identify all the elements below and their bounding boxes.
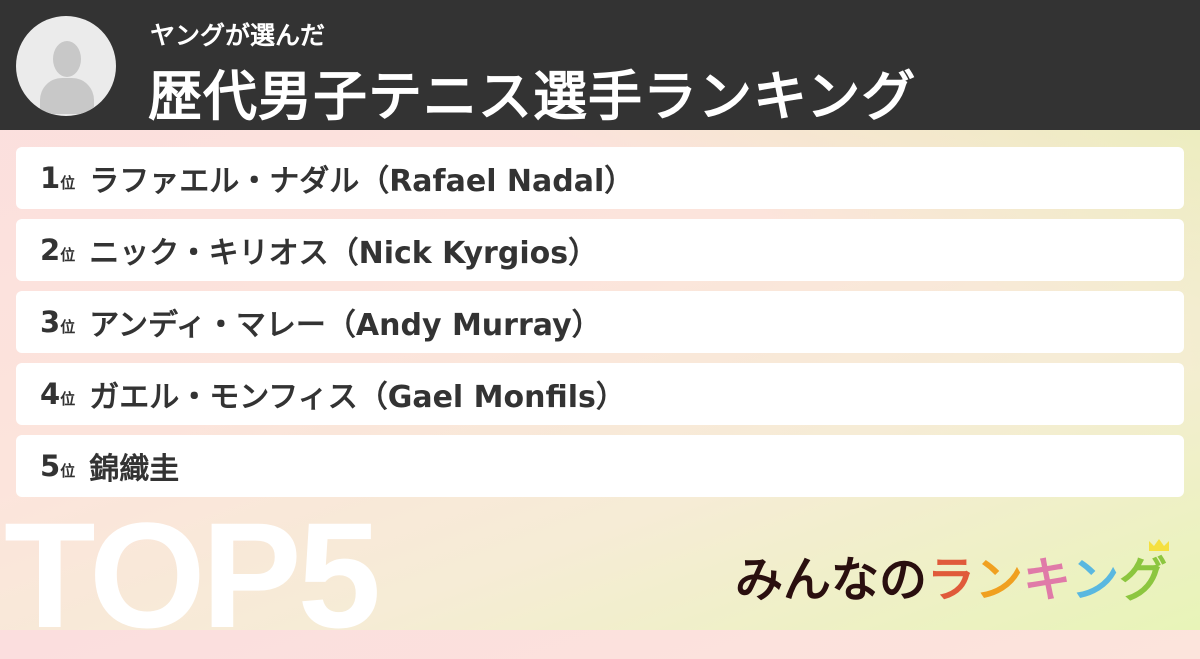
rank-number: 1位 bbox=[40, 161, 76, 195]
subtitle: ヤングが選んだ bbox=[150, 21, 326, 50]
logo-char: ラ bbox=[927, 552, 976, 608]
rank-number: 5位 bbox=[40, 449, 76, 483]
rank-number: 2位 bbox=[40, 233, 76, 267]
player-name: 錦織圭 bbox=[89, 452, 180, 487]
ranking-row[interactable]: 1位 ラファエル・ナダル（Rafael Nadal） bbox=[16, 147, 1184, 209]
ranking-row[interactable]: 5位 錦織圭 bbox=[16, 435, 1184, 497]
top5-badge: TOP5 bbox=[4, 491, 381, 659]
ranking-row[interactable]: 4位 ガエル・モンフィス（Gael Monfils） bbox=[16, 363, 1184, 425]
user-avatar-icon[interactable] bbox=[16, 16, 116, 116]
player-name: ラファエル・ナダル（Rafael Nadal） bbox=[89, 164, 635, 199]
header: ヤングが選んだ 歴代男子テニス選手ランキング bbox=[0, 0, 1200, 130]
site-logo[interactable]: みんなの ラ ン キ ン グ bbox=[735, 540, 1167, 610]
crown-icon bbox=[1149, 539, 1169, 551]
rank-number: 4位 bbox=[40, 377, 76, 411]
logo-char: グ bbox=[1119, 552, 1168, 608]
logo-prefix: みんなの bbox=[735, 552, 928, 608]
player-name: アンディ・マレー（Andy Murray） bbox=[89, 308, 602, 343]
logo-char: ン bbox=[975, 552, 1024, 608]
logo-char: ン bbox=[1071, 552, 1120, 608]
player-name: ガエル・モンフィス（Gael Monfils） bbox=[89, 380, 626, 415]
ranking-row[interactable]: 3位 アンディ・マレー（Andy Murray） bbox=[16, 291, 1184, 353]
player-name: ニック・キリオス（Nick Kyrgios） bbox=[89, 236, 599, 271]
page-title: 歴代男子テニス選手ランキング bbox=[148, 65, 917, 128]
rank-number: 3位 bbox=[40, 305, 76, 339]
ranking-row[interactable]: 2位 ニック・キリオス（Nick Kyrgios） bbox=[16, 219, 1184, 281]
logo-char: キ bbox=[1023, 552, 1072, 608]
